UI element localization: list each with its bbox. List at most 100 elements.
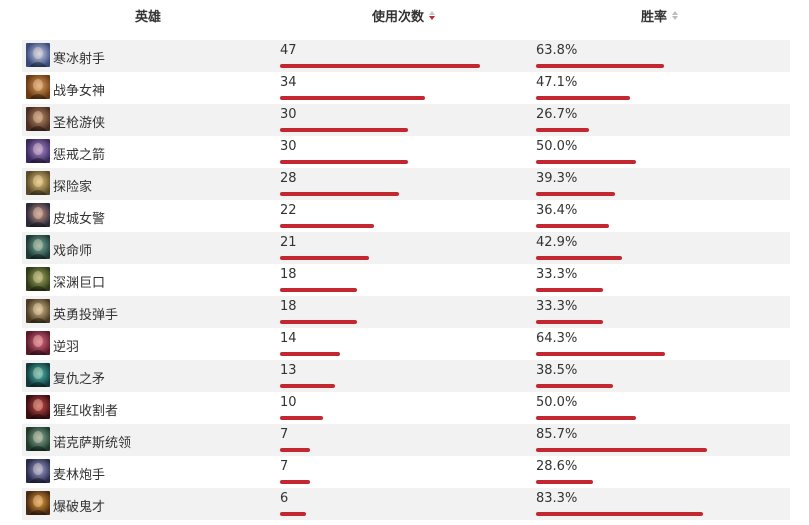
winrate-bar (536, 192, 615, 196)
uses-count: 30 (280, 139, 297, 154)
uses-count: 22 (280, 203, 297, 218)
lucian-portrait-icon[interactable] (26, 107, 50, 131)
winrate-bar (536, 416, 636, 420)
winrate-value: 39.3% (536, 171, 578, 186)
hero-name[interactable]: 战争女神 (53, 84, 106, 99)
uses-bar (280, 384, 335, 388)
uses-count: 28 (280, 171, 297, 186)
table-row[interactable]: 圣枪游侠 30 26.7% (22, 104, 790, 136)
uses-bar (280, 192, 399, 196)
sivir-portrait-icon[interactable] (26, 75, 50, 99)
table-row[interactable]: 爆破鬼才 6 83.3% (22, 488, 790, 520)
kalista-portrait-icon[interactable] (26, 363, 50, 387)
hero-name[interactable]: 麦林炮手 (53, 468, 106, 483)
table-row[interactable]: 麦林炮手 7 28.6% (22, 456, 790, 488)
swain-portrait-icon[interactable] (26, 427, 50, 451)
column-header-winrate[interactable]: 胜率 (641, 6, 679, 25)
ashe-portrait-icon[interactable] (26, 43, 50, 67)
hero-name[interactable]: 诺克萨斯统领 (53, 436, 132, 451)
uses-count: 6 (280, 491, 289, 506)
uses-bar (280, 160, 408, 164)
table-row[interactable]: 深渊巨口 18 33.3% (22, 264, 790, 296)
uses-count: 34 (280, 75, 297, 90)
winrate-value: 85.7% (536, 427, 578, 442)
hero-name[interactable]: 皮城女警 (53, 212, 106, 227)
winrate-value: 36.4% (536, 203, 578, 218)
winrate-value: 42.9% (536, 235, 578, 250)
uses-count: 18 (280, 299, 297, 314)
uses-bar (280, 320, 357, 324)
uses-count: 21 (280, 235, 297, 250)
winrate-bar (536, 384, 613, 388)
winrate-bar (536, 160, 636, 164)
table-row[interactable]: 探险家 28 39.3% (22, 168, 790, 200)
hero-name[interactable]: 戏命师 (53, 244, 93, 259)
uses-bar (280, 480, 310, 484)
winrate-value: 33.3% (536, 299, 578, 314)
uses-bar (280, 416, 323, 420)
table-row[interactable]: 戏命师 21 42.9% (22, 232, 790, 264)
hero-name[interactable]: 寒冰射手 (53, 52, 106, 67)
hero-name[interactable]: 探险家 (53, 180, 93, 195)
winrate-value: 28.6% (536, 459, 578, 474)
winrate-bar (536, 64, 664, 68)
caitlyn-portrait-icon[interactable] (26, 203, 50, 227)
winrate-value: 26.7% (536, 107, 578, 122)
uses-count: 7 (280, 427, 289, 442)
hero-name[interactable]: 惩戒之箭 (53, 148, 106, 163)
winrate-bar (536, 256, 622, 260)
table-row[interactable]: 惩戒之箭 30 50.0% (22, 136, 790, 168)
uses-bar (280, 512, 306, 516)
column-header-uses[interactable]: 使用次数 (372, 6, 436, 25)
winrate-bar (536, 96, 630, 100)
winrate-value: 50.0% (536, 139, 578, 154)
table-row[interactable]: 战争女神 34 47.1% (22, 72, 790, 104)
ezreal-portrait-icon[interactable] (26, 171, 50, 195)
hero-name[interactable]: 逆羽 (53, 340, 80, 355)
sort-icon[interactable] (671, 10, 679, 22)
jhin-portrait-icon[interactable] (26, 235, 50, 259)
column-header-hero-label: 英雄 (135, 10, 162, 25)
varus-portrait-icon[interactable] (26, 139, 50, 163)
uses-count: 14 (280, 331, 297, 346)
uses-bar (280, 96, 425, 100)
table-header: 英雄 使用次数 胜率 (0, 0, 809, 30)
winrate-bar (536, 512, 703, 516)
winrate-value: 83.3% (536, 491, 578, 506)
winrate-value: 47.1% (536, 75, 578, 90)
hero-name[interactable]: 爆破鬼才 (53, 500, 106, 515)
hero-name[interactable]: 深渊巨口 (53, 276, 106, 291)
table-row[interactable]: 寒冰射手 47 63.8% (22, 40, 790, 72)
tristana-portrait-icon[interactable] (26, 459, 50, 483)
hero-name[interactable]: 猩红收割者 (53, 404, 119, 419)
table-row[interactable]: 皮城女警 22 36.4% (22, 200, 790, 232)
hero-name[interactable]: 英勇投弹手 (53, 308, 119, 323)
column-header-winrate-label: 胜率 (641, 10, 668, 25)
winrate-value: 38.5% (536, 363, 578, 378)
ziggs-portrait-icon[interactable] (26, 491, 50, 515)
table-row[interactable]: 复仇之矛 13 38.5% (22, 360, 790, 392)
uses-bar (280, 448, 310, 452)
table-row[interactable]: 逆羽 14 64.3% (22, 328, 790, 360)
vladimir-portrait-icon[interactable] (26, 395, 50, 419)
kogmaw-portrait-icon[interactable] (26, 267, 50, 291)
column-header-hero: 英雄 (135, 6, 161, 25)
uses-count: 47 (280, 43, 297, 58)
winrate-bar (536, 320, 603, 324)
uses-count: 13 (280, 363, 297, 378)
winrate-bar (536, 352, 665, 356)
uses-bar (280, 288, 357, 292)
table-row[interactable]: 猩红收割者 10 50.0% (22, 392, 790, 424)
table-row[interactable]: 诺克萨斯统领 7 85.7% (22, 424, 790, 456)
sort-desc-icon[interactable] (428, 10, 436, 22)
table-row[interactable]: 英勇投弹手 18 33.3% (22, 296, 790, 328)
corki-portrait-icon[interactable] (26, 299, 50, 323)
hero-name[interactable]: 复仇之矛 (53, 372, 106, 387)
hero-name[interactable]: 圣枪游侠 (53, 116, 106, 131)
xayah-portrait-icon[interactable] (26, 331, 50, 355)
uses-count: 30 (280, 107, 297, 122)
column-header-uses-label: 使用次数 (372, 10, 425, 25)
winrate-bar (536, 224, 609, 228)
uses-bar (280, 224, 374, 228)
uses-bar (280, 352, 340, 356)
